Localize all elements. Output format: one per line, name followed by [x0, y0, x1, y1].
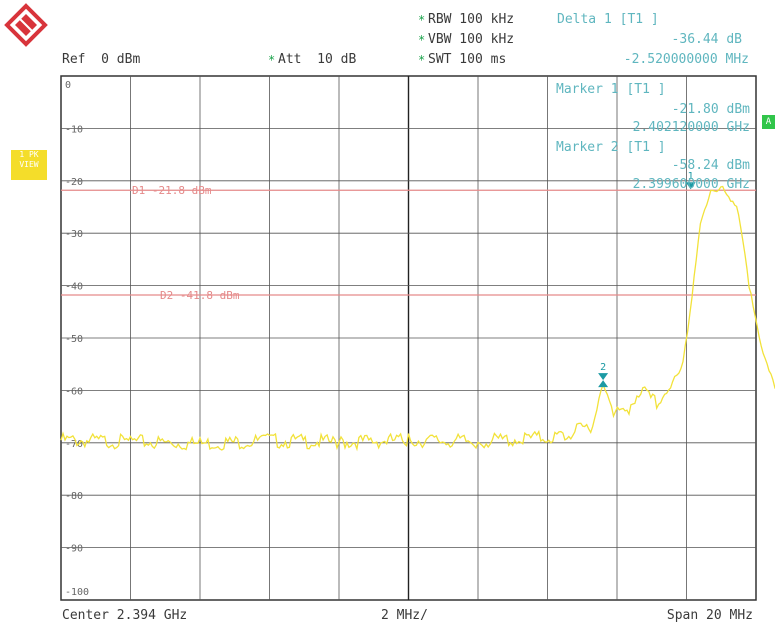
- marker1-level: -21.80 dBm: [671, 102, 750, 117]
- rohde-schwarz-logo: [4, 3, 48, 47]
- swt-label: SWT 100 ms: [428, 52, 507, 67]
- y-tick-label: -10: [65, 124, 83, 135]
- division-label: 2 MHz/: [381, 608, 428, 623]
- vbw-label: VBW 100 kHz: [428, 32, 515, 47]
- trace-mode-detector: 1 PK: [19, 150, 39, 159]
- marker-2-lower-triangle: [598, 380, 609, 388]
- y-tick-label: -100: [65, 587, 89, 598]
- screen-a-badge: A: [762, 115, 775, 129]
- y-tick-label: -70: [65, 439, 83, 450]
- delta-marker-level: -36.44 dB: [671, 32, 742, 47]
- marker-1-label: 1: [688, 171, 694, 182]
- y-tick-label: -90: [65, 544, 83, 555]
- marker-2-triangle: [598, 373, 609, 381]
- y-tick-label: -40: [65, 282, 83, 293]
- marker-1-triangle: [685, 182, 696, 190]
- marker1-frequency: 2.402120000 GHz: [632, 120, 750, 135]
- marker2-frequency: 2.399600000 GHz: [632, 177, 750, 192]
- trace-mode-badge: 1 PK VIEW: [11, 150, 47, 180]
- spectrum-trace: [60, 185, 775, 452]
- center-frequency-label: Center 2.394 GHz: [62, 608, 188, 623]
- y-tick-label: -50: [65, 334, 83, 345]
- marker2-level: -58.24 dBm: [671, 158, 750, 173]
- marker1-title: Marker 1 [T1 ]: [556, 82, 666, 97]
- attenuation-label: Att 10 dB: [278, 52, 357, 67]
- y-tick-label: -30: [65, 229, 83, 240]
- span-label: Span 20 MHz: [666, 608, 753, 623]
- marker2-title: Marker 2 [T1 ]: [556, 140, 666, 155]
- y-tick-label: -80: [65, 491, 83, 502]
- rbw-label: RBW 100 kHz: [428, 12, 515, 27]
- ref-level-label: Ref 0 dBm: [62, 52, 141, 67]
- display-line-label-d2: D2 -41.8 dBm: [160, 289, 240, 302]
- rbw-star: *: [418, 13, 426, 27]
- marker-2-label: 2: [600, 362, 606, 373]
- y-tick-label: -20: [65, 177, 83, 188]
- att-star: *: [268, 53, 276, 67]
- display-line-label-d1: D1 -21.8 dBm: [132, 184, 212, 197]
- trace-mode-view: VIEW: [19, 160, 39, 169]
- delta-marker-title: Delta 1 [T1 ]: [557, 12, 659, 27]
- delta-marker-frequency: -2.520000000 MHz: [623, 52, 749, 67]
- y-tick-label: -60: [65, 386, 83, 397]
- vbw-star: *: [418, 33, 426, 47]
- y-tick-label: 0: [65, 80, 71, 91]
- swt-star: *: [418, 53, 426, 67]
